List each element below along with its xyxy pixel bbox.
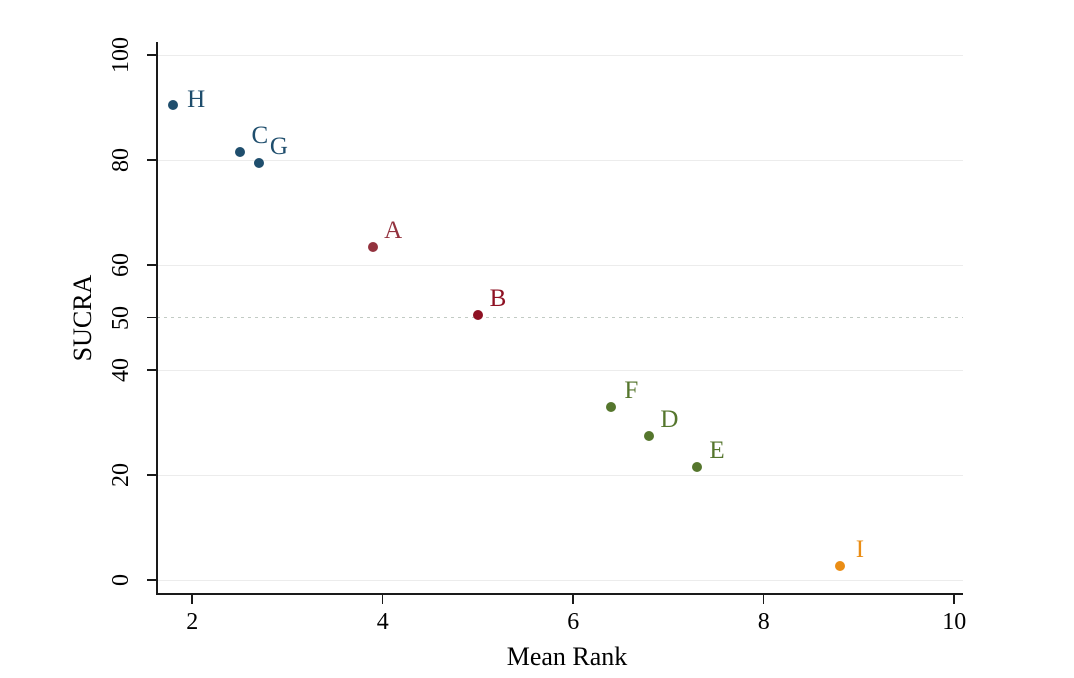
x-axis-title: Mean Rank xyxy=(506,642,628,671)
data-point-E xyxy=(692,462,703,473)
point-label-C: C xyxy=(251,122,269,150)
data-point-C xyxy=(234,147,245,158)
x-tick-2 xyxy=(191,594,193,604)
y-tick-40 xyxy=(147,369,158,371)
x-tick-4 xyxy=(381,594,384,604)
point-label-G: G xyxy=(269,132,288,160)
y-tick-100 xyxy=(147,54,158,56)
y-tick-label-60: 60 xyxy=(108,253,134,277)
x-axis-line xyxy=(156,593,963,595)
x-tick-8 xyxy=(762,594,765,604)
data-point-H xyxy=(168,99,179,110)
x-tick-label-6: 6 xyxy=(567,609,580,635)
point-label-I: I xyxy=(855,535,865,563)
gridline-y-100 xyxy=(157,54,963,56)
x-tick-6 xyxy=(572,594,574,604)
y-tick-60 xyxy=(147,264,158,266)
y-tick-80 xyxy=(147,159,158,161)
y-tick-label-20: 20 xyxy=(108,463,134,487)
data-point-A xyxy=(368,241,379,252)
gridline-y-80 xyxy=(157,159,963,161)
point-label-H: H xyxy=(187,85,206,113)
x-tick-label-2: 2 xyxy=(186,609,199,635)
dashed-reference-line xyxy=(157,317,963,318)
y-tick-50 xyxy=(147,316,158,319)
gridline-y-60 xyxy=(157,264,963,266)
data-point-I xyxy=(834,560,845,571)
y-axis-title: SUCRA xyxy=(68,274,97,362)
x-tick-label-4: 4 xyxy=(376,609,389,635)
gridline-y-0 xyxy=(157,579,963,581)
y-tick-label-0: 0 xyxy=(108,574,134,586)
gridline-y-20 xyxy=(157,474,963,476)
gridline-y-40 xyxy=(157,369,963,371)
point-label-A: A xyxy=(384,216,403,244)
x-tick-label-8: 8 xyxy=(757,609,770,635)
x-tick-10 xyxy=(953,594,955,604)
data-point-B xyxy=(472,309,483,320)
point-label-D: D xyxy=(660,405,679,433)
data-point-D xyxy=(644,430,655,441)
data-point-F xyxy=(606,401,617,412)
y-tick-0 xyxy=(147,579,158,581)
point-label-B: B xyxy=(489,284,507,312)
y-tick-20 xyxy=(147,474,158,476)
data-point-G xyxy=(253,157,264,168)
y-axis-line xyxy=(156,42,158,595)
y-tick-label-80: 80 xyxy=(108,148,134,172)
y-tick-label-100: 100 xyxy=(108,37,134,73)
x-tick-label-10: 10 xyxy=(942,609,967,635)
point-label-F: F xyxy=(624,376,639,404)
point-label-E: E xyxy=(709,437,725,465)
